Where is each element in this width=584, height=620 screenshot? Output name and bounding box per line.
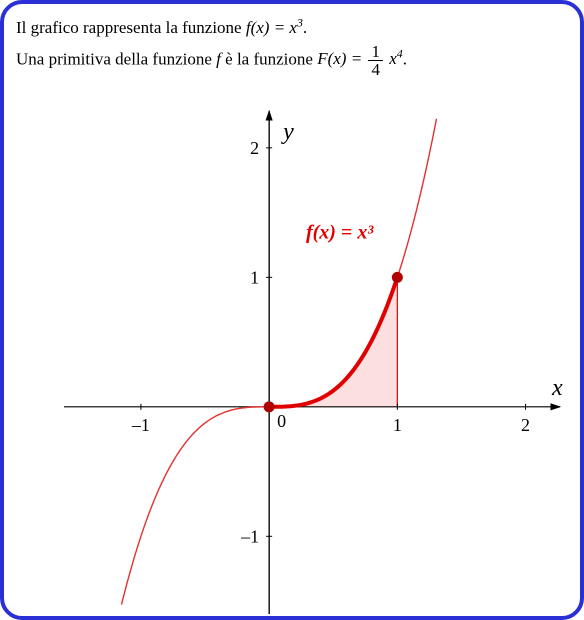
data-point (392, 272, 402, 282)
line2-expression: F(x) = 14 x4 (317, 49, 402, 68)
origin-label: 0 (277, 411, 286, 431)
line1-pre: Il grafico rappresenta la funzione (16, 18, 246, 37)
data-point (264, 402, 274, 412)
description-text: Il grafico rappresenta la funzione f(x) … (16, 14, 568, 78)
y-tick-label: –1 (240, 526, 259, 546)
x-tick-label: –1 (131, 415, 150, 435)
x-axis-label: x (551, 375, 563, 401)
shaded-area (269, 277, 397, 406)
y-tick-label: 1 (250, 267, 259, 287)
fraction: 14 (368, 43, 383, 78)
line1-math: f(x) = x3 (246, 18, 303, 37)
text-line-2: Una primitiva della funzione f è la funz… (16, 43, 568, 78)
y-axis-label: y (281, 119, 294, 145)
page-frame: Il grafico rappresenta la funzione f(x) … (0, 0, 584, 620)
chart-container: –1 1 2 –1 1 2 0 x y f(x) = x³ (64, 109, 564, 614)
y-tick-label: 2 (250, 138, 259, 158)
x-tick-label: 2 (521, 415, 530, 435)
function-label: f(x) = x³ (306, 221, 374, 243)
text-line-1: Il grafico rappresenta la funzione f(x) … (16, 14, 568, 43)
x-tick-label: 1 (393, 415, 402, 435)
function-chart: –1 1 2 –1 1 2 0 x y f(x) = x³ (64, 109, 564, 614)
